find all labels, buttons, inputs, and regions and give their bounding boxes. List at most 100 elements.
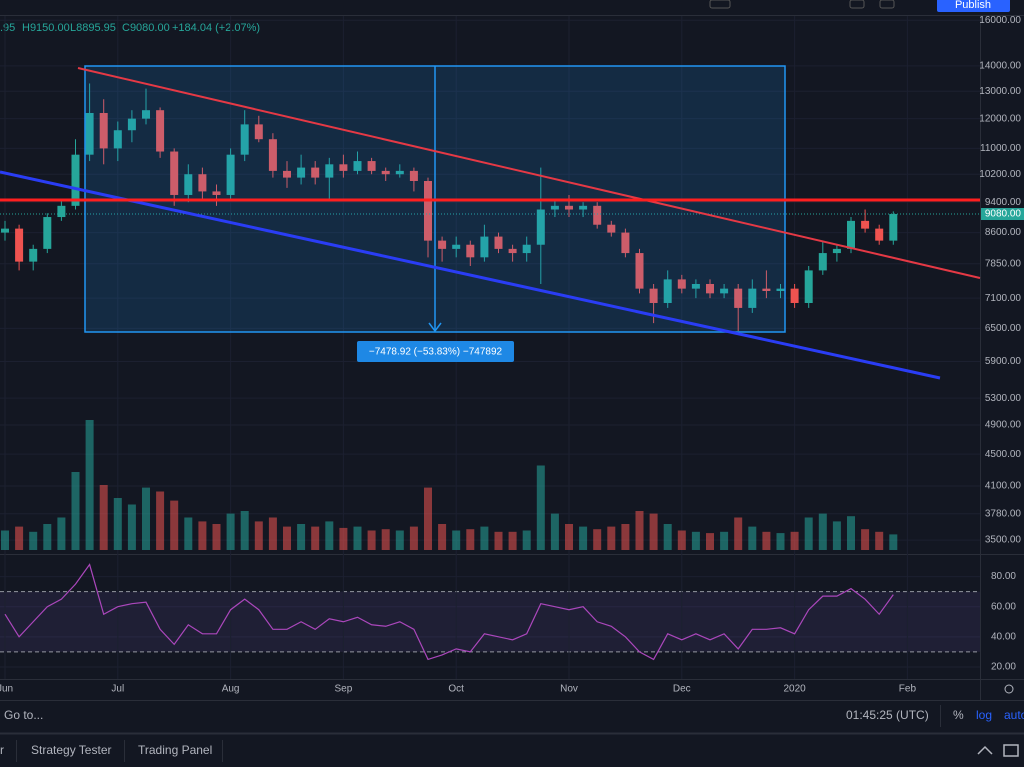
- candle-body: [85, 112, 94, 155]
- candle-body: [861, 220, 870, 229]
- rsi-tick-label: 40.00: [991, 631, 1016, 642]
- legend-close: C9080.00: [122, 22, 170, 34]
- volume-bar: [170, 500, 179, 550]
- toolbar-icon[interactable]: [709, 0, 731, 9]
- candle-body: [818, 253, 827, 271]
- measure-label: −7478.92 (−53.83%) −747892: [369, 347, 503, 358]
- y-tick-label: 14000.00: [979, 61, 1021, 72]
- volume-bar: [762, 531, 771, 550]
- measure-arrowhead: [428, 322, 442, 333]
- volume-bar: [776, 533, 785, 550]
- candle-body: [268, 139, 277, 171]
- candle-body: [452, 244, 461, 249]
- volume-bar: [748, 526, 757, 550]
- candle-body: [607, 224, 616, 233]
- x-tick-label: Oct: [448, 684, 464, 695]
- candle-body: [43, 217, 52, 249]
- candle-body: [565, 205, 573, 210]
- candle-body: [550, 205, 559, 210]
- volume-bar: [691, 531, 700, 550]
- x-tick-label: Nov: [560, 684, 578, 695]
- candle-body: [283, 170, 291, 178]
- volume-bar: [847, 516, 855, 550]
- volume-bar: [15, 526, 24, 550]
- x-tick-label: Aug: [222, 684, 240, 695]
- volume-bar: [677, 530, 686, 550]
- y-tick-label: 5900.00: [985, 356, 1022, 367]
- last-price-box: [981, 208, 1024, 221]
- goto-button[interactable]: Go to...: [4, 708, 43, 722]
- collapse-icon[interactable]: [977, 745, 993, 755]
- y-tick-label: 16000.00: [979, 15, 1021, 26]
- volume-bar: [550, 513, 559, 550]
- candle-body: [325, 164, 334, 178]
- publish-label[interactable]: Publish: [955, 0, 991, 11]
- x-tick-label: 2020: [783, 684, 806, 695]
- clock: 01:45:25 (UTC): [846, 708, 929, 722]
- candle-body: [480, 236, 489, 258]
- volume-bar: [395, 530, 404, 550]
- candle-body: [99, 112, 108, 149]
- volume-bar: [522, 530, 531, 550]
- volume-bar: [85, 420, 94, 550]
- plot-area: [0, 16, 980, 679]
- settings-icon[interactable]: [1004, 684, 1014, 694]
- red-trendline[interactable]: [77, 67, 981, 279]
- candle-body: [395, 170, 404, 175]
- candle-body: [522, 244, 531, 254]
- volume-bar: [156, 491, 165, 550]
- candle-body: [536, 209, 545, 245]
- volume-bar: [565, 524, 573, 550]
- candle-body: [254, 124, 263, 140]
- volume-bar: [579, 526, 588, 550]
- legend-change: +184.04 (+2.07%): [172, 22, 260, 34]
- candle-body: [1, 228, 9, 233]
- tab[interactable]: r: [0, 743, 4, 757]
- volume-bar: [706, 533, 714, 550]
- candle-body: [889, 214, 898, 241]
- volume-bar: [466, 529, 475, 550]
- y-tick-label: 13000.00: [979, 86, 1021, 97]
- toolbar-icon[interactable]: [879, 0, 895, 9]
- candle-body: [776, 288, 785, 291]
- candle-body: [677, 279, 686, 289]
- volume-bar: [113, 498, 122, 550]
- volume-bar: [71, 472, 80, 550]
- candle-body: [720, 288, 729, 294]
- volume-bar: [635, 511, 644, 550]
- blue-trendline[interactable]: [0, 170, 941, 380]
- candle-body: [832, 248, 841, 254]
- candle-body: [127, 118, 136, 131]
- percent-toggle[interactable]: %: [953, 708, 964, 722]
- volume-bar: [268, 517, 277, 550]
- candle-body: [311, 167, 320, 178]
- volume-bar: [142, 487, 150, 550]
- volume-bar: [212, 524, 221, 550]
- auto-toggle[interactable]: auto: [1004, 708, 1024, 722]
- legend-high: H9150.00: [22, 22, 70, 34]
- tab[interactable]: Strategy Tester: [31, 743, 111, 757]
- last-price-label: 9080.00: [985, 209, 1022, 220]
- tab[interactable]: Trading Panel: [138, 743, 212, 757]
- maximize-icon[interactable]: [1003, 744, 1019, 757]
- y-tick-label: 9400.00: [985, 197, 1022, 208]
- candle-body: [226, 154, 235, 195]
- volume-bar: [353, 526, 362, 550]
- log-toggle[interactable]: log: [976, 708, 992, 722]
- volume-bar: [367, 530, 376, 550]
- candle-body: [57, 205, 66, 218]
- candle-body: [113, 130, 122, 149]
- volume-bar: [254, 521, 263, 550]
- y-tick-label: 3500.00: [985, 535, 1022, 546]
- candle-body: [847, 220, 855, 249]
- publish-button[interactable]: [937, 0, 1010, 12]
- volume-bar: [438, 524, 447, 550]
- toolbar-icon[interactable]: [849, 0, 865, 9]
- candle-body: [240, 124, 249, 155]
- y-tick-label: 4100.00: [985, 481, 1022, 492]
- volume-bar: [480, 526, 489, 550]
- candle-body: [875, 228, 884, 241]
- candle-body: [15, 228, 24, 262]
- y-tick-label: 10200.00: [979, 169, 1021, 180]
- volume-bar: [226, 513, 235, 550]
